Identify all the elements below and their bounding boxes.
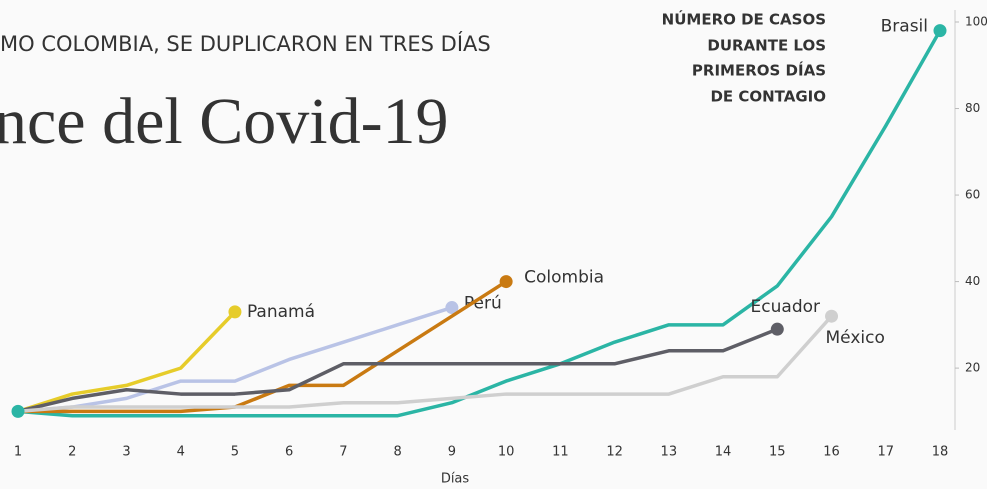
- start-marker: [12, 405, 25, 418]
- x-tick-label: 10: [498, 445, 515, 460]
- annotation: DE CONTAGIO: [710, 88, 826, 106]
- x-tick-label: 13: [661, 445, 678, 460]
- y-tick-label: 80: [965, 101, 980, 115]
- x-tick-label: 3: [122, 445, 130, 460]
- x-tick-label: 5: [231, 445, 239, 460]
- annotation: PRIMEROS DÍAS: [692, 61, 826, 80]
- end-marker: [825, 310, 838, 323]
- x-tick-label: 15: [769, 445, 786, 460]
- series-label: Panamá: [247, 302, 315, 322]
- annotation: NÚMERO DE CASOS: [662, 10, 826, 29]
- x-tick-label: 6: [285, 445, 293, 460]
- x-tick-label: 9: [448, 445, 456, 460]
- series-label: Brasil: [881, 17, 928, 37]
- x-tick-label: 2: [68, 445, 76, 460]
- x-tick-label: 12: [606, 445, 623, 460]
- subtitle: MO COLOMBIA, SE DUPLICARON EN TRES DÍAS: [0, 31, 491, 56]
- x-tick-label: 16: [823, 445, 840, 460]
- series-label: México: [826, 328, 885, 348]
- y-tick-label: 40: [965, 274, 980, 288]
- end-marker: [934, 24, 947, 37]
- x-tick-label: 11: [552, 445, 569, 460]
- x-tick-label: 14: [715, 445, 732, 460]
- series-label: Ecuador: [751, 297, 820, 317]
- chart: MO COLOMBIA, SE DUPLICARON EN TRES DÍAS …: [0, 0, 987, 489]
- y-tick-label: 20: [965, 361, 980, 375]
- x-axis-label: Días: [441, 472, 470, 487]
- end-marker: [771, 323, 784, 336]
- y-tick-label: 100: [965, 15, 987, 29]
- annotation: DURANTE LOS: [707, 37, 826, 55]
- x-tick-label: 1: [14, 445, 22, 460]
- y-tick-label: 60: [965, 188, 980, 202]
- series-label: Colombia: [524, 268, 604, 288]
- x-tick-label: 17: [877, 445, 894, 460]
- x-tick-label: 4: [177, 445, 185, 460]
- x-tick-label: 8: [394, 445, 402, 460]
- end-marker: [500, 275, 513, 288]
- x-tick-label: 7: [339, 445, 347, 460]
- chart-title: nce del Covid-19: [0, 85, 449, 158]
- end-marker: [228, 305, 241, 318]
- x-tick-label: 18: [932, 445, 949, 460]
